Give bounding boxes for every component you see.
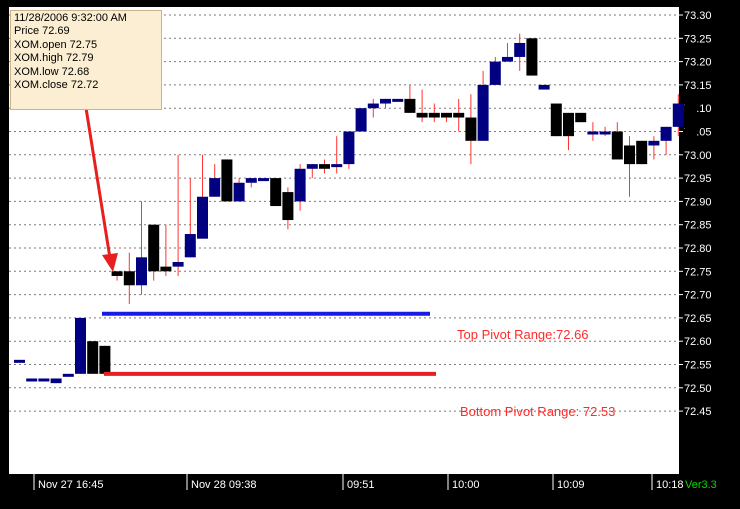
candle-body — [319, 164, 330, 169]
y-tick-label: 72.75 — [684, 266, 712, 278]
price-tooltip: 11/28/2006 9:32:00 AM Price 72.69 XOM.op… — [10, 10, 162, 110]
arrow-head — [102, 253, 118, 272]
x-tick-label: 10:18 — [656, 479, 684, 491]
candle-body — [282, 192, 294, 221]
candle-body — [477, 84, 489, 141]
candle-body — [550, 103, 562, 137]
candle-body — [197, 196, 208, 239]
y-tick-label: 73.00 — [684, 150, 712, 162]
y-tick-label: 72.80 — [684, 243, 712, 255]
y-tick-label: 72.85 — [684, 220, 712, 232]
x-tick-label: 10:09 — [557, 479, 585, 491]
candle-body — [685, 103, 696, 141]
candle-body — [245, 178, 257, 183]
y-tick-label: 72.90 — [684, 196, 712, 208]
candle-body — [538, 84, 550, 90]
candle-body — [87, 341, 99, 374]
y-tick-label: 72.95 — [684, 173, 712, 185]
candle-body — [331, 164, 343, 168]
y-tick-label: 73.15 — [684, 80, 712, 92]
candle-body — [526, 38, 538, 76]
candle-body — [453, 112, 465, 118]
y-tick-label: 73.25 — [684, 33, 712, 45]
y-tick-label: 73.30 — [684, 10, 712, 22]
candle-body — [672, 103, 684, 127]
y-tick-label: 72.55 — [684, 360, 712, 372]
candle-body — [14, 359, 25, 363]
x-tick-label: Nov 27 16:45 — [38, 479, 103, 491]
candle-body — [648, 140, 660, 146]
y-tick-label: 72.70 — [684, 290, 712, 302]
candle-body — [502, 56, 513, 62]
candle-body — [660, 126, 672, 141]
tooltip-high: XOM.high 72.79 — [14, 52, 94, 65]
candle-body — [343, 131, 355, 165]
candle-body — [392, 98, 404, 102]
candle-body — [441, 112, 452, 118]
tooltip-low: XOM.low 72.68 — [14, 65, 90, 78]
candle-body — [416, 112, 428, 118]
arrow-shaft — [84, 107, 112, 259]
candle-body — [184, 234, 196, 258]
candle-body — [563, 112, 574, 137]
candle-body — [489, 61, 501, 85]
candle-body — [367, 103, 379, 109]
candle-body — [355, 108, 367, 132]
y-tick-label: 72.50 — [684, 383, 712, 395]
candle-body — [50, 378, 62, 384]
candle-body — [172, 261, 184, 267]
candle-body — [233, 182, 245, 202]
y-tick-label: 72.65 — [684, 313, 712, 325]
tooltip-close: XOM.close 72.72 — [14, 79, 99, 92]
candle-body — [221, 159, 233, 202]
top-pivot-label: Top Pivot Range:72.66 — [457, 327, 589, 342]
candle-body — [123, 271, 135, 286]
candle-body — [209, 178, 221, 197]
version-label: Ver3.3 — [685, 479, 717, 491]
candle-body — [148, 224, 160, 272]
candle-body — [587, 131, 599, 135]
x-tick-label: 09:51 — [347, 479, 375, 491]
y-tick-label: 73.20 — [684, 57, 712, 69]
candle-body — [575, 112, 587, 123]
candle-body — [75, 317, 86, 374]
candle-body — [160, 266, 172, 272]
bottom-pivot-label: Bottom Pivot Range: 72.53 — [460, 404, 616, 419]
tooltip-datetime: 11/28/2006 9:32:00 AM — [14, 12, 127, 24]
y-tick-label: 72.45 — [684, 406, 712, 418]
candle-body — [465, 117, 477, 141]
y-tick-label: 72.60 — [684, 336, 712, 348]
candle-body — [599, 131, 611, 135]
candle-body — [624, 145, 635, 165]
candle-body — [294, 168, 306, 202]
x-tick-label: 10:00 — [452, 479, 480, 491]
tooltip-open: XOM.open 72.75 — [14, 38, 98, 51]
candle-body — [62, 373, 74, 377]
candle-body — [428, 112, 440, 118]
candle-body — [380, 98, 391, 104]
x-tick-label: Nov 28 09:38 — [191, 479, 256, 491]
candle-body — [99, 345, 111, 374]
candle-body — [136, 257, 147, 286]
candle-body — [514, 42, 526, 57]
candle-body — [636, 140, 648, 165]
candle-body — [306, 164, 318, 169]
candle-body — [26, 378, 38, 382]
candle-body — [611, 131, 623, 160]
tooltip-price: Price 72.69 — [14, 25, 70, 38]
candle-body — [111, 271, 123, 276]
candle-body — [38, 378, 50, 382]
candle-body — [258, 178, 269, 182]
candle-body — [270, 178, 282, 207]
candle-body — [404, 98, 416, 113]
